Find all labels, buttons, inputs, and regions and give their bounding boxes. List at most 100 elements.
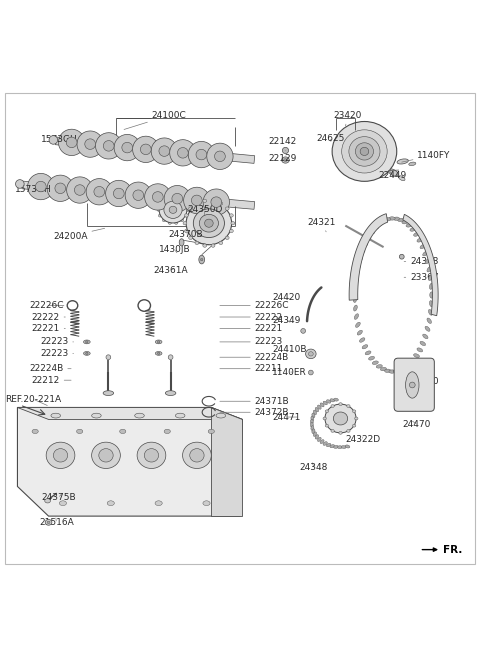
Text: 24375B: 24375B — [41, 493, 76, 502]
Ellipse shape — [353, 288, 357, 294]
Text: 22211: 22211 — [220, 364, 283, 373]
Ellipse shape — [162, 198, 166, 201]
Ellipse shape — [164, 185, 191, 212]
Ellipse shape — [184, 229, 188, 233]
Ellipse shape — [225, 207, 229, 210]
Ellipse shape — [172, 193, 183, 204]
Ellipse shape — [76, 429, 83, 434]
Ellipse shape — [423, 251, 428, 256]
Ellipse shape — [66, 137, 77, 148]
Text: 1573GH: 1573GH — [41, 135, 78, 148]
Ellipse shape — [397, 159, 408, 164]
Ellipse shape — [342, 130, 387, 173]
Ellipse shape — [349, 137, 380, 166]
Ellipse shape — [353, 296, 357, 302]
Ellipse shape — [84, 340, 90, 344]
Ellipse shape — [168, 355, 173, 359]
Ellipse shape — [323, 442, 327, 445]
Ellipse shape — [133, 190, 144, 200]
Ellipse shape — [417, 238, 423, 242]
Ellipse shape — [352, 424, 356, 427]
Ellipse shape — [357, 330, 362, 335]
Ellipse shape — [120, 429, 126, 434]
Ellipse shape — [325, 404, 356, 433]
Ellipse shape — [369, 230, 374, 234]
Ellipse shape — [380, 367, 386, 371]
Ellipse shape — [323, 417, 326, 420]
Ellipse shape — [211, 199, 215, 202]
Ellipse shape — [60, 501, 67, 506]
Ellipse shape — [193, 209, 225, 238]
Ellipse shape — [208, 429, 215, 434]
Ellipse shape — [179, 238, 184, 246]
Ellipse shape — [170, 140, 196, 166]
Text: 23367: 23367 — [404, 273, 439, 282]
Ellipse shape — [144, 449, 158, 462]
Ellipse shape — [313, 432, 316, 436]
Polygon shape — [211, 407, 242, 516]
Text: 24625: 24625 — [317, 133, 345, 143]
Ellipse shape — [113, 188, 124, 199]
Ellipse shape — [355, 143, 373, 160]
Ellipse shape — [406, 223, 412, 227]
Ellipse shape — [301, 328, 306, 333]
Ellipse shape — [94, 187, 105, 197]
Ellipse shape — [186, 208, 189, 212]
Ellipse shape — [184, 187, 210, 214]
Ellipse shape — [168, 221, 171, 224]
Ellipse shape — [207, 143, 233, 170]
Ellipse shape — [355, 417, 358, 420]
Ellipse shape — [77, 131, 103, 157]
Ellipse shape — [190, 449, 204, 462]
Text: 24371B: 24371B — [220, 397, 289, 406]
Ellipse shape — [315, 407, 319, 412]
Ellipse shape — [372, 361, 378, 365]
Text: 22226C: 22226C — [29, 301, 64, 310]
Ellipse shape — [32, 429, 38, 434]
Ellipse shape — [229, 229, 233, 233]
Text: 24200A: 24200A — [53, 228, 105, 240]
Ellipse shape — [151, 138, 178, 164]
Text: 24420: 24420 — [272, 293, 300, 302]
Text: 1573GH: 1573GH — [15, 185, 52, 197]
Ellipse shape — [323, 401, 327, 405]
Ellipse shape — [215, 151, 225, 162]
Ellipse shape — [158, 214, 162, 217]
Ellipse shape — [389, 370, 395, 373]
Ellipse shape — [345, 445, 350, 448]
Ellipse shape — [107, 501, 114, 506]
Ellipse shape — [352, 410, 356, 413]
Ellipse shape — [47, 521, 50, 524]
Text: 22221: 22221 — [32, 324, 65, 333]
Text: 24348: 24348 — [300, 463, 328, 472]
Ellipse shape — [156, 340, 162, 344]
Ellipse shape — [406, 363, 412, 367]
Text: 22129: 22129 — [269, 154, 297, 163]
Text: 22142: 22142 — [269, 137, 297, 150]
Text: FR.: FR. — [444, 545, 463, 555]
Ellipse shape — [430, 292, 433, 298]
Ellipse shape — [339, 403, 342, 405]
Ellipse shape — [157, 208, 160, 212]
Ellipse shape — [311, 419, 313, 424]
Ellipse shape — [195, 241, 199, 244]
Ellipse shape — [360, 147, 369, 156]
Ellipse shape — [49, 135, 58, 145]
Ellipse shape — [189, 207, 192, 210]
Text: 24350D: 24350D — [187, 205, 223, 215]
Ellipse shape — [199, 256, 204, 264]
Text: 24410B: 24410B — [272, 345, 307, 354]
Ellipse shape — [331, 405, 334, 407]
Ellipse shape — [360, 248, 365, 252]
Polygon shape — [349, 214, 388, 300]
Ellipse shape — [164, 201, 182, 218]
Ellipse shape — [430, 301, 433, 307]
Ellipse shape — [114, 135, 141, 161]
Ellipse shape — [153, 192, 163, 202]
Ellipse shape — [409, 162, 416, 166]
Ellipse shape — [317, 405, 321, 409]
Ellipse shape — [162, 219, 166, 221]
Text: 24470: 24470 — [403, 420, 431, 429]
Ellipse shape — [180, 198, 184, 201]
Ellipse shape — [15, 179, 24, 189]
